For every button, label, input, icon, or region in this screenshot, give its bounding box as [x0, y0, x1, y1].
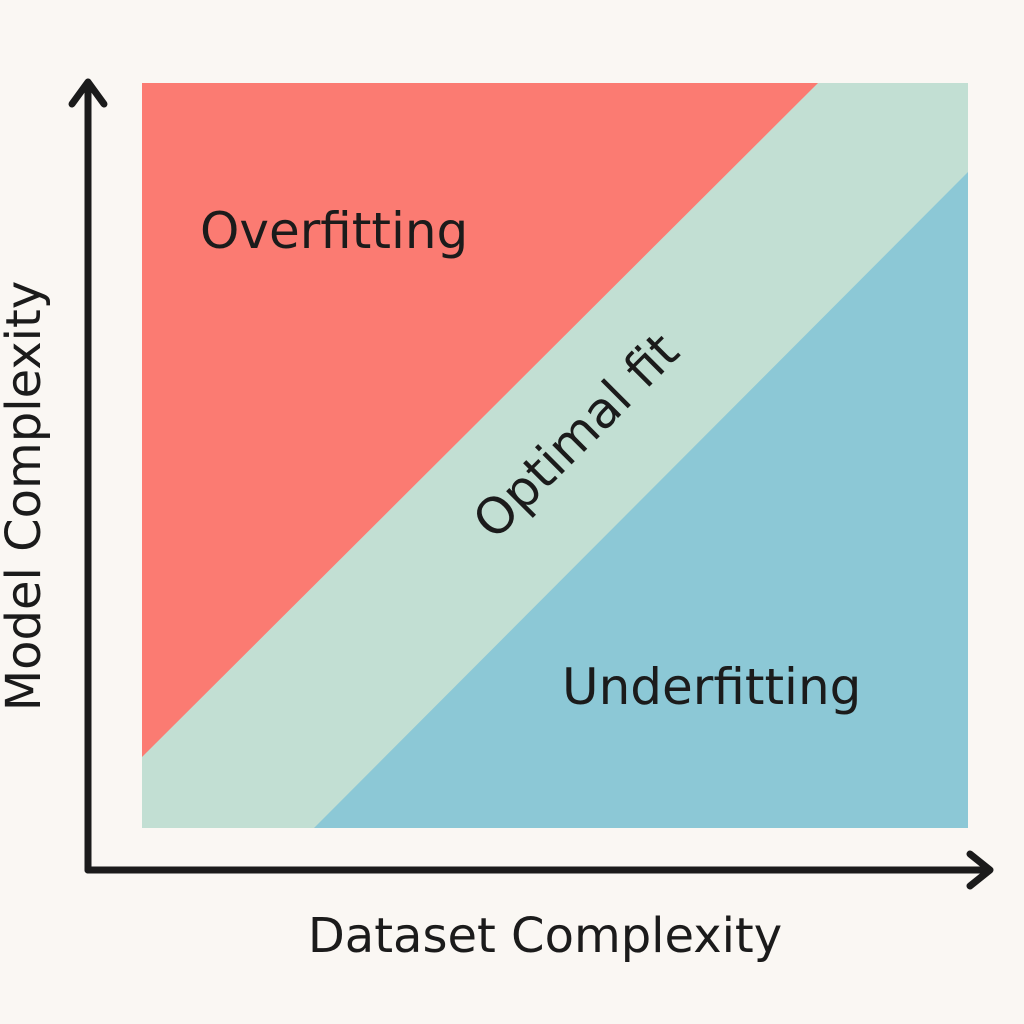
overfitting-region [142, 83, 818, 757]
x-axis-label: Dataset Complexity [308, 908, 782, 964]
underfitting-region [314, 172, 968, 828]
y-axis-label: Model Complexity [0, 281, 52, 711]
underfitting-label: Underfitting [562, 658, 861, 716]
overfitting-label: Overfitting [200, 202, 468, 260]
x-axis-arrowhead [966, 850, 994, 890]
axes [68, 78, 994, 890]
y-axis-arrowhead [68, 78, 108, 108]
